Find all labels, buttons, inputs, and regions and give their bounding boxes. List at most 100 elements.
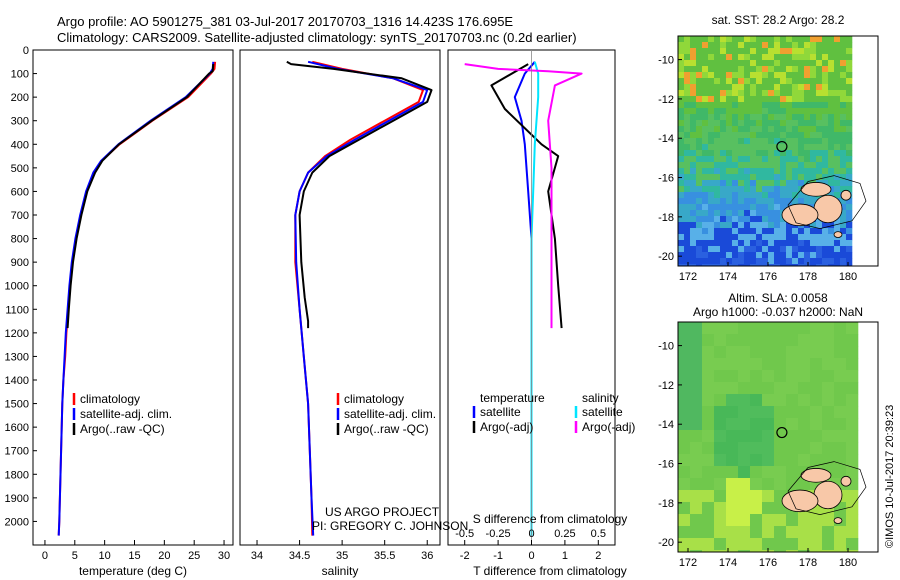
map-cell — [840, 156, 847, 163]
map-cell — [774, 60, 781, 67]
map-cell — [732, 192, 739, 199]
map-cell — [684, 54, 691, 61]
map-cell — [804, 198, 811, 205]
map-cell — [732, 144, 739, 151]
map-cell — [798, 346, 811, 359]
map-cell — [726, 96, 733, 103]
map-cell — [768, 48, 775, 55]
map-cell — [762, 108, 769, 115]
map-cell — [714, 216, 721, 223]
map-cell — [768, 216, 775, 223]
map-cell — [774, 234, 781, 241]
map-cell — [738, 228, 745, 235]
map-cell — [792, 198, 799, 205]
map-cell — [738, 550, 751, 552]
map-cell — [846, 430, 859, 443]
map-cell — [786, 192, 793, 199]
map-cell — [678, 346, 691, 359]
map-cell — [750, 252, 757, 259]
map-cell — [780, 186, 787, 193]
map-cell — [714, 240, 721, 247]
map-cell — [798, 382, 811, 395]
map-cell — [798, 138, 805, 145]
map-cell — [690, 370, 703, 383]
x-tick-label: 2 — [595, 550, 601, 562]
map-cell — [690, 180, 697, 187]
map-cell — [816, 156, 823, 163]
map-cell — [690, 228, 697, 235]
map-cell — [762, 370, 775, 383]
map-cell — [798, 240, 805, 247]
map-cell — [696, 84, 703, 91]
map-cell — [822, 150, 829, 157]
map-cell — [702, 234, 709, 241]
map-cell — [684, 246, 691, 253]
map-cell — [738, 322, 751, 335]
map-cell — [702, 180, 709, 187]
map-cell — [810, 174, 817, 181]
s-tick-label: 0 — [528, 528, 534, 540]
map-y-tick-label: -14 — [658, 133, 674, 145]
map-cell — [696, 240, 703, 247]
project-name: US ARGO PROJECT — [325, 505, 440, 519]
map-cell — [756, 252, 763, 259]
map-cell — [720, 234, 727, 241]
map-cell — [720, 240, 727, 247]
map-cell — [750, 108, 757, 115]
map-cell — [702, 240, 709, 247]
map-cell — [840, 150, 847, 157]
sst-map-overlay — [776, 140, 867, 238]
map-cell — [834, 192, 841, 199]
map-cell — [732, 102, 739, 109]
map-cell — [690, 156, 697, 163]
map-cell — [756, 186, 763, 193]
map-cell — [726, 442, 739, 455]
map-cell — [702, 252, 709, 259]
map-cell — [798, 442, 811, 455]
map-cell — [846, 252, 853, 259]
map-cell — [744, 150, 751, 157]
legend-label-satellite: satellite-adj. clim. — [80, 407, 172, 421]
map-cell — [696, 186, 703, 193]
map-cell — [678, 502, 691, 515]
map-cell — [684, 120, 691, 127]
map-cell — [738, 466, 751, 479]
map-cell — [684, 198, 691, 205]
map-cell — [822, 84, 829, 91]
map-cell — [738, 60, 745, 67]
map-cell — [834, 186, 841, 193]
map-cell — [726, 48, 733, 55]
map-cell — [696, 252, 703, 259]
map-cell — [774, 210, 781, 217]
map-cell — [786, 84, 793, 91]
map-cell — [750, 42, 757, 49]
map-cell — [768, 264, 775, 266]
depth-tick-label: 1700 — [5, 446, 29, 458]
map-cell — [756, 162, 763, 169]
map-cell — [726, 478, 739, 491]
map-cell — [780, 60, 787, 67]
map-cell — [744, 54, 751, 61]
map-cell — [768, 120, 775, 127]
map-cell — [810, 138, 817, 145]
map-cell — [696, 42, 703, 49]
depth-tick-label: 800 — [11, 234, 29, 246]
map-cell — [816, 228, 823, 235]
map-cell — [720, 246, 727, 253]
map-cell — [708, 90, 715, 97]
map-cell — [750, 234, 757, 241]
map-cell — [834, 322, 847, 335]
map-cell — [846, 246, 853, 253]
map-cell — [804, 240, 811, 247]
map-cell — [840, 186, 847, 193]
map-cell — [786, 60, 793, 67]
map-cell — [828, 60, 835, 67]
x-tick-label: 1 — [562, 550, 568, 562]
island — [833, 231, 843, 238]
map-cell — [714, 90, 721, 97]
map-cell — [768, 228, 775, 235]
map-cell — [720, 42, 727, 49]
map-cell — [780, 168, 787, 175]
map-cell — [750, 48, 757, 55]
map-cell — [714, 150, 721, 157]
